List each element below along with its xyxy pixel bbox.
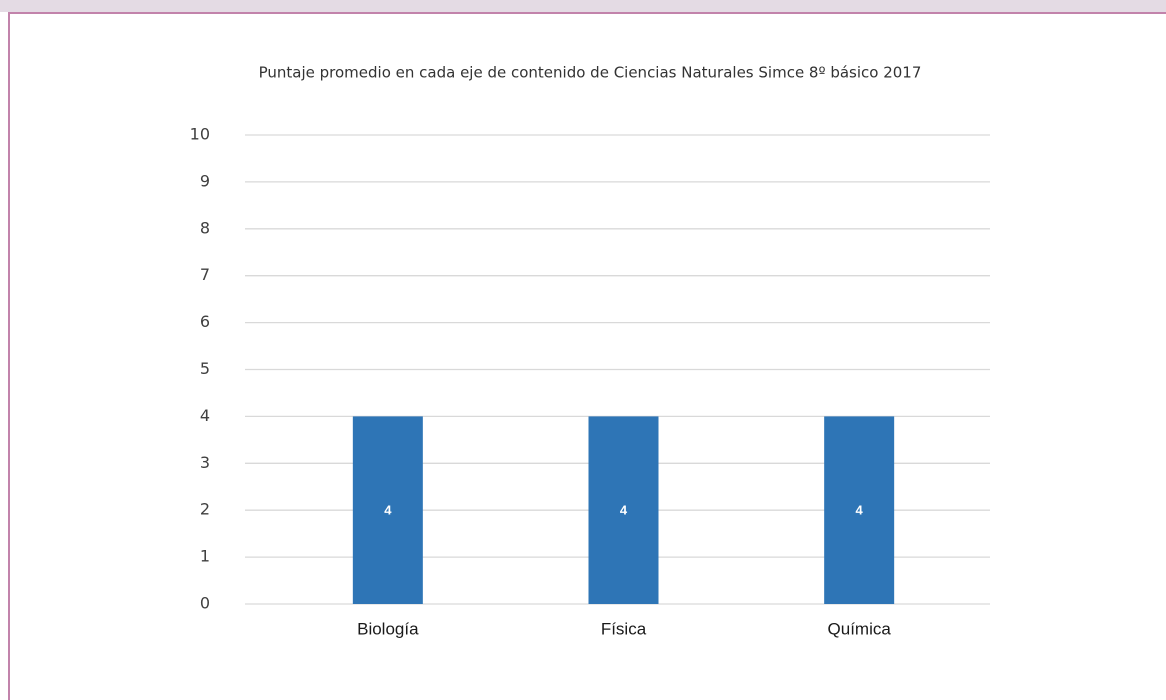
frame [8, 12, 1166, 700]
y-tick-label: 10 [190, 125, 210, 144]
y-tick-label: 9 [200, 171, 210, 190]
x-tick-label: Física [601, 619, 647, 638]
y-tick-label: 7 [200, 265, 210, 284]
data-label: 4 [384, 503, 392, 518]
chart-title: Puntaje promedio en cada eje de contenid… [259, 64, 922, 82]
y-tick-label: 2 [200, 500, 210, 519]
x-tick-label: Química [828, 619, 892, 638]
bar [824, 416, 895, 604]
y-tick-label: 4 [200, 406, 210, 425]
y-tick-label: 8 [200, 218, 210, 237]
bar [588, 416, 659, 604]
bar [352, 416, 423, 604]
y-tick-label: 3 [200, 453, 210, 472]
top-strip [0, 0, 1166, 12]
x-tick-label: Biología [357, 619, 419, 638]
y-tick-label: 0 [200, 594, 210, 613]
y-tick-label: 6 [200, 312, 210, 331]
data-label: 4 [856, 503, 864, 518]
data-label: 4 [620, 503, 628, 518]
y-tick-label: 1 [200, 547, 210, 566]
y-tick-label: 5 [200, 359, 210, 378]
